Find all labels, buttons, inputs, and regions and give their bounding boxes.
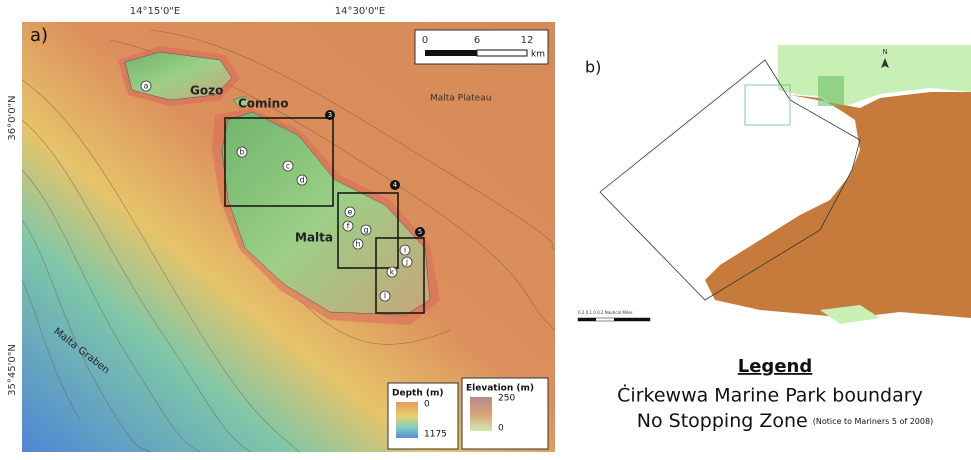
figure: 3 4 5 a b cd ef gh ij k l a) 14°15'0"E 14°30'0"… <box>0 0 971 456</box>
scale-unit: km <box>531 50 545 60</box>
panel-label: b) <box>585 58 601 77</box>
legend-label: 0 <box>424 400 430 410</box>
latitude-label: 36°0'0"N <box>7 95 18 140</box>
box-number: 4 <box>393 181 398 189</box>
site-label: j <box>405 258 408 267</box>
scale-bar <box>614 318 650 321</box>
site-label: h <box>355 240 360 249</box>
legend-label: 1175 <box>424 430 447 440</box>
legend-item: Ċirkewwa Marine Park boundary <box>617 384 923 407</box>
panel-a: 3 4 5 a b cd ef gh ij k l a) 14°15'0"E 14°30'0"… <box>7 6 555 452</box>
scale-labels: 0.2 0.1 0 0.2 Nautical Miles <box>578 310 633 315</box>
site-label: g <box>363 226 368 235</box>
depth-bar <box>396 402 418 438</box>
site-label: i <box>404 246 406 255</box>
site-label: d <box>299 176 304 185</box>
legend-title: Legend <box>738 356 812 377</box>
legend-label: 250 <box>498 394 515 404</box>
site-label: f <box>347 222 350 231</box>
park-area <box>818 76 844 106</box>
site-label: e <box>348 208 353 217</box>
box-number: 5 <box>418 228 422 236</box>
scale-tick: 12 <box>521 35 534 46</box>
elevation-bar <box>470 397 492 431</box>
panel-label: a) <box>30 25 48 46</box>
legend-note: (Notice to Mariners 5 of 2008) <box>813 417 933 426</box>
longitude-label: 14°15'0"E <box>130 6 180 17</box>
scale-tick: 6 <box>474 35 480 46</box>
scale-bar <box>477 50 527 56</box>
place-label: Gozo <box>190 84 223 98</box>
scale-bar <box>578 318 596 321</box>
longitude-label: 14°30'0"E <box>335 6 385 17</box>
legend-title: Elevation (m) <box>466 384 534 394</box>
site-label: c <box>286 162 290 171</box>
site-label: a <box>144 82 149 91</box>
site-label: b <box>239 148 244 157</box>
legend-item: No Stopping Zone <box>637 410 808 432</box>
legend-title: Depth (m) <box>392 389 443 399</box>
box-number: 3 <box>328 111 332 119</box>
place-label: Malta <box>295 231 333 245</box>
site-label: l <box>384 292 386 301</box>
scale-tick: 0 <box>422 35 428 46</box>
legend-label: 0 <box>498 424 504 434</box>
place-label: Comino <box>238 97 288 111</box>
site-label: k <box>390 268 395 277</box>
place-label: Malta Plateau <box>430 94 491 104</box>
legend-item: No Stopping Zone (Notice to Mariners 5 of… <box>637 410 933 432</box>
latitude-label: 35°45'0"N <box>7 344 18 396</box>
scale-bar <box>425 50 477 56</box>
panel-b: N 0.2 0.1 0 0.2 Nautical Miles b) Legend… <box>575 45 971 432</box>
north-label: N <box>882 48 887 56</box>
